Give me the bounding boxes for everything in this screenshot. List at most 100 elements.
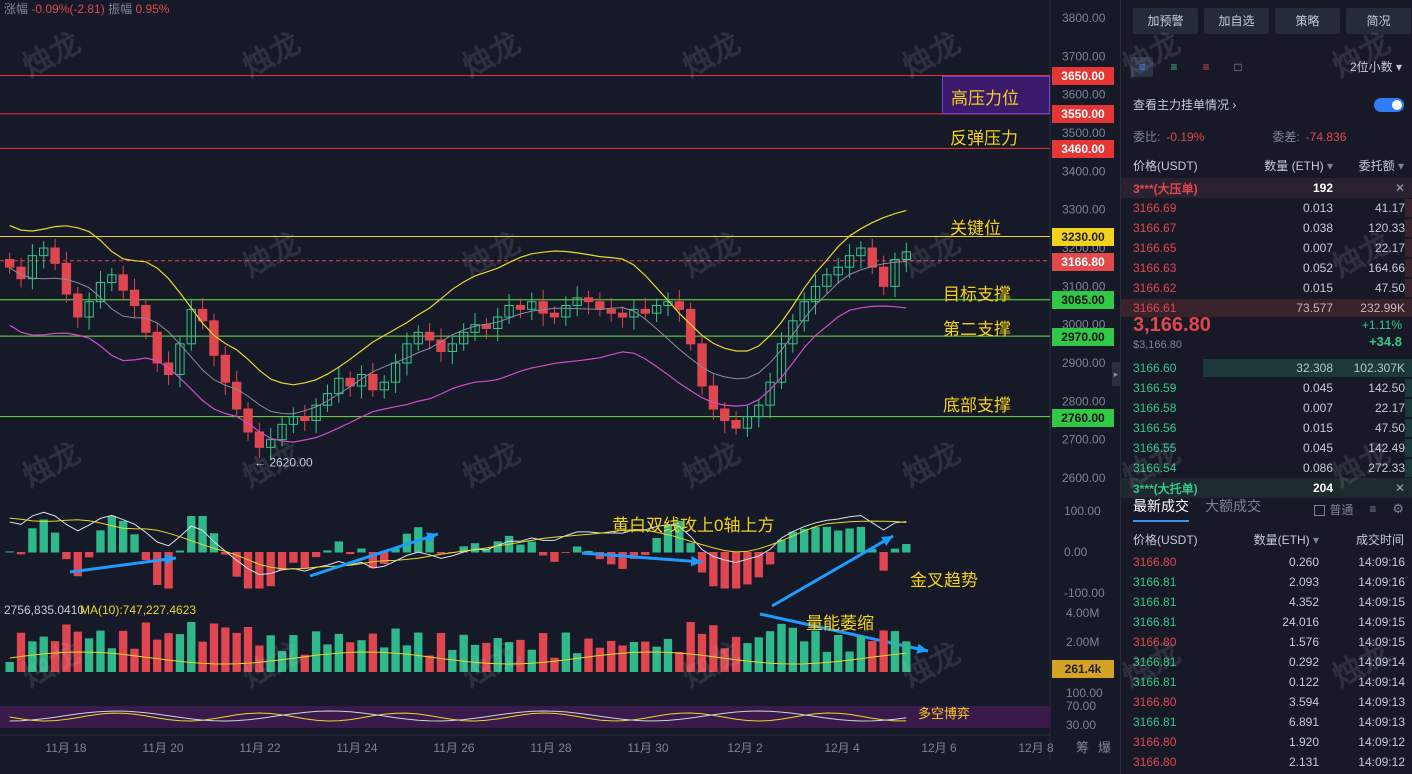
tab-large-trades[interactable]: 大额成交 (1205, 498, 1261, 514)
volume-ma-label: 2756,835.0410 (4, 603, 84, 617)
book-price-header: 价格(USDT) (1133, 159, 1198, 173)
macd-histogram-bar (731, 552, 741, 589)
volume-ma-line (9, 651, 907, 665)
add-watchlist-button[interactable]: 加自选 (1204, 8, 1269, 34)
bid-row[interactable]: 3166.58 0.007 22.17 (1121, 398, 1412, 418)
close-icon[interactable]: ✕ (1394, 481, 1405, 495)
trades-view-icon[interactable]: □ (1234, 60, 1242, 74)
ask-row[interactable]: 3166.65 0.007 22.17 (1121, 238, 1412, 258)
chart-area[interactable]: 3800.00 3700.00 3600.00 3500.00 3400.00 3300.… (0, 0, 1120, 774)
close-icon[interactable]: ✕ (1394, 181, 1405, 195)
candle-body (413, 331, 423, 345)
bollinger-upper-line (9, 210, 907, 386)
price-axis-label: 3800.00 (1062, 11, 1106, 25)
asks-only-view-icon[interactable]: ≡ (1202, 60, 1210, 74)
overview-button[interactable]: 简况 (1346, 8, 1411, 34)
trade-qty-header[interactable]: 数量(ETH) ▾ (1243, 531, 1319, 548)
candle-body (708, 385, 719, 410)
book-qty-header[interactable]: 数量 (ETH) ▾ (1243, 157, 1333, 174)
bid-amount: 47.50 (1374, 421, 1405, 435)
book-amt-header[interactable]: 委托额 ▾ (1333, 157, 1404, 174)
arrow-macd-2 (309, 532, 439, 578)
both-sides-view-icon[interactable]: ≡ (1131, 57, 1153, 77)
trade-time: 14:09:12 (1358, 755, 1405, 769)
trade-qty: 0.260 (1288, 555, 1319, 569)
macd-histogram-bar (709, 552, 718, 587)
bids-only-view-icon[interactable]: ≡ (1170, 60, 1178, 74)
bull-bear-annotation: 多空博弈 (918, 706, 971, 721)
main-orders-toggle[interactable] (1374, 97, 1404, 112)
bid-row[interactable]: 3166.59 0.045 142.50 (1121, 378, 1412, 398)
chart-canvas[interactable]: 3800.00 3700.00 3600.00 3500.00 3400.00 3300.… (0, 0, 1118, 774)
caret-down-icon: ▾ (1397, 159, 1404, 173)
depth-bar (1405, 459, 1412, 477)
volume-bar (470, 644, 480, 672)
bollinger-middle-line (9, 260, 907, 415)
candle-body (84, 301, 94, 318)
trade-price-header: 价格(USDT) (1133, 533, 1198, 547)
arrow-macd-4 (771, 534, 894, 608)
bid-qty: 0.086 (1302, 461, 1333, 475)
precision-select[interactable]: 2位小数 ▾ (1350, 58, 1402, 75)
ask-qty: 0.007 (1302, 241, 1333, 255)
volume-bar (175, 634, 185, 672)
macd-histogram-bar (765, 552, 775, 565)
date-axis-label: 12月 8 (1018, 741, 1054, 755)
add-alert-button[interactable]: 加预警 (1133, 8, 1198, 34)
depth-bar (1405, 379, 1412, 397)
volume-bar (357, 640, 366, 672)
strategy-button[interactable]: 策略 (1275, 8, 1340, 34)
main-orders-link[interactable]: 查看主力挂单情况 › (1133, 96, 1236, 113)
candle-body (152, 331, 162, 364)
date-axis-label: 12月 2 (727, 741, 763, 755)
bid-row[interactable]: 3166.54 0.086 272.33 (1121, 458, 1412, 478)
ask-qty: 0.015 (1302, 281, 1333, 295)
volume-bar (459, 634, 468, 672)
change-label: 涨幅 (4, 2, 29, 16)
volume-bar (221, 627, 230, 672)
macd-histogram-bar (209, 533, 219, 553)
macd-histogram-bar (289, 552, 298, 563)
ask-row[interactable]: 3166.61 73.577 232.99K (1121, 298, 1412, 318)
depth-bar (1405, 259, 1412, 277)
macd-histogram-bar (697, 552, 707, 573)
candle-body (266, 439, 276, 448)
checkbox-icon (1314, 504, 1326, 516)
trade-price: 3166.81 (1133, 615, 1177, 629)
big-ask-row[interactable]: 3***(大压单) 192 ✕ (1121, 178, 1412, 198)
normal-filter[interactable]: 普通 (1314, 501, 1353, 518)
volume-bar (777, 623, 786, 672)
ask-row[interactable]: 3166.69 0.013 41.17 (1121, 198, 1412, 218)
panel-collapse-handle[interactable]: ▸ (1112, 362, 1120, 386)
bid-row[interactable]: 3166.60 32.308 102.307K (1121, 358, 1412, 378)
volume-bar (448, 649, 457, 672)
big-bid-row[interactable]: 3***(大托单) 204 ✕ (1121, 478, 1412, 498)
volume-bar (686, 622, 695, 672)
ask-row[interactable]: 3166.62 0.015 47.50 (1121, 278, 1412, 298)
macd-histogram-bar (187, 516, 196, 553)
trade-row: 3166.81 2.093 14:09:16 (1121, 572, 1412, 592)
macd-axis-label: -100.00 (1064, 586, 1105, 600)
candle-body (141, 305, 151, 333)
candle-body (788, 320, 798, 345)
macd-histogram-bar (573, 546, 582, 553)
ask-row[interactable]: 3166.67 0.038 120.33 (1121, 218, 1412, 238)
diff-value: -74.836 (1305, 129, 1347, 144)
volume-bar (834, 635, 843, 672)
trade-qty-header-label: 数量(ETH) (1253, 533, 1310, 547)
filter-icon[interactable]: ≡ (1369, 502, 1377, 516)
ask-row[interactable]: 3166.63 0.052 164.66 (1121, 258, 1412, 278)
depth-bar (1405, 199, 1412, 217)
caret-down-icon: ▾ (1312, 533, 1319, 547)
volume-bar (868, 641, 877, 672)
bid-row[interactable]: 3166.55 0.045 142.49 (1121, 438, 1412, 458)
tab-latest-trades[interactable]: 最新成交 (1133, 496, 1189, 522)
candle-body (583, 297, 594, 303)
gear-icon[interactable]: ⚙ (1392, 501, 1404, 516)
bid-row[interactable]: 3166.56 0.015 47.50 (1121, 418, 1412, 438)
volume-bar (380, 647, 389, 672)
candle-body (572, 297, 582, 307)
big-bid-label: 3***(大托单) (1133, 481, 1198, 496)
candle-body (243, 408, 253, 433)
volume-bar (709, 625, 718, 672)
